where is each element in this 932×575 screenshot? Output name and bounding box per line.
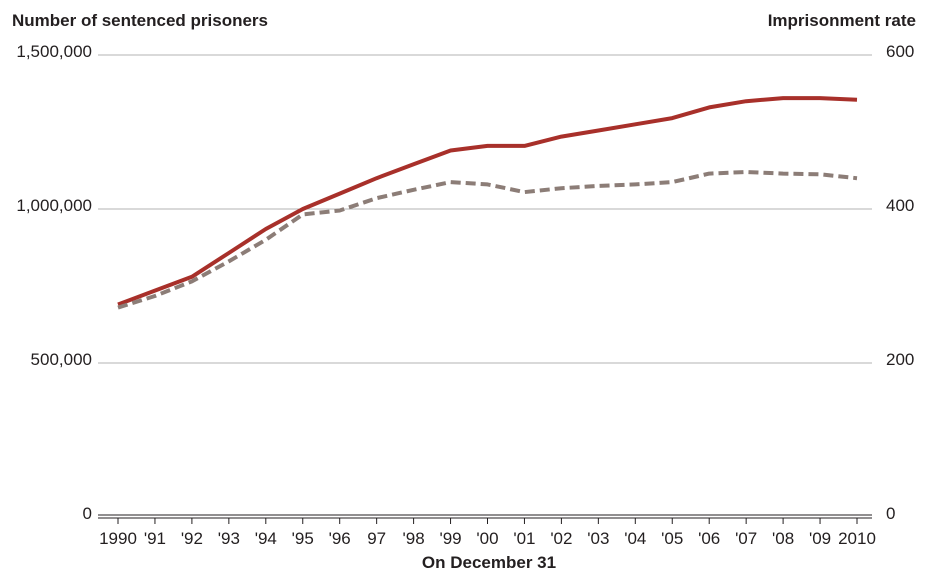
right-axis-title: Imprisonment rate: [768, 11, 916, 30]
left-tick-label: 500,000: [31, 350, 92, 369]
x-tick-label: '08: [772, 529, 794, 548]
left-axis-title: Number of sentenced prisoners: [12, 11, 268, 30]
x-tick-label: '98: [403, 529, 425, 548]
right-tick-label: 400: [886, 196, 914, 215]
x-axis-title: On December 31: [422, 553, 556, 572]
x-tick-label: '02: [550, 529, 572, 548]
right-tick-label: 0: [886, 504, 895, 523]
imprisonment-rate-line: [117, 170, 858, 310]
left-tick-label: 1,000,000: [16, 196, 92, 215]
left-tick-label: 0: [83, 504, 92, 523]
x-tick-label: '93: [218, 529, 240, 548]
x-tick-label: '07: [735, 529, 757, 548]
right-tick-label: 600: [886, 42, 914, 61]
x-tick-label: '05: [661, 529, 683, 548]
right-tick-label: 200: [886, 350, 914, 369]
axes: 1990 '91 '92 '93 '94 '95 '96 97 '98 '99 '00 '01 '02 '…: [16, 42, 914, 548]
x-tick-label: '00: [476, 529, 498, 548]
x-tick-label: 2010: [838, 529, 876, 548]
series-lines: [117, 96, 858, 310]
gridlines: [98, 54, 872, 364]
x-tick-label: 97: [367, 529, 386, 548]
x-tick-label: '04: [624, 529, 646, 548]
sentenced-prisoners-line: [117, 96, 858, 307]
x-tick-label: '06: [698, 529, 720, 548]
x-tick-label: '03: [587, 529, 609, 548]
left-tick-label: 1,500,000: [16, 42, 92, 61]
x-tick-label: '95: [292, 529, 314, 548]
x-tick-label: 1990: [99, 529, 137, 548]
x-tick-label: '96: [329, 529, 351, 548]
x-tick-label: '09: [809, 529, 831, 548]
x-tick-label: '94: [255, 529, 277, 548]
x-tick-label: '99: [439, 529, 461, 548]
x-tick-label: '01: [513, 529, 535, 548]
x-tick-label: '91: [144, 529, 166, 548]
x-tick-label: '92: [181, 529, 203, 548]
